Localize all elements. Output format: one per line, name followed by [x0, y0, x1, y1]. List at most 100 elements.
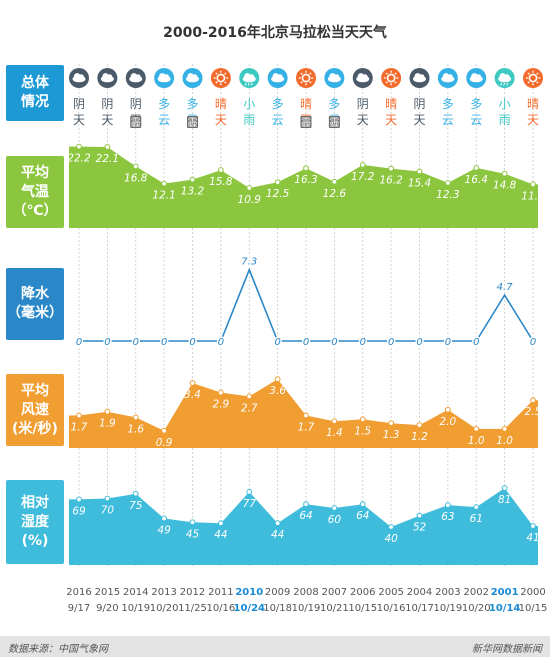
weather-text: 雨: [243, 113, 255, 127]
weather-text: 云: [158, 113, 170, 127]
humid-value-label: 75: [129, 500, 143, 512]
cloud-puff: [362, 74, 368, 80]
wind-value-label: 3.4: [184, 389, 201, 401]
cloud-puff: [442, 73, 450, 80]
rain-value-label: 7.3: [241, 257, 257, 268]
sun-ray: [385, 72, 388, 75]
rain-drop: [500, 82, 503, 86]
x-tick-year: 2013: [151, 587, 176, 598]
temp-point: [388, 165, 395, 172]
weather-text: 小: [499, 97, 511, 111]
sunny-icon: [381, 68, 402, 88]
sun-ray: [527, 81, 530, 84]
row-label-temperature: 平均 气温 （℃）: [6, 156, 64, 228]
sun-ray: [300, 81, 303, 84]
temp-value-label: 16.3: [294, 174, 317, 186]
temp-value-label: 22.1: [96, 153, 119, 165]
rain-drop: [250, 82, 253, 86]
x-tick-year: 2014: [123, 587, 148, 598]
cloud-puff: [419, 74, 425, 80]
wind-point: [217, 389, 224, 396]
sunny-icon: [296, 68, 316, 88]
weather-text: 天: [413, 113, 425, 127]
row-label-humidity: 相对 湿度 (%): [6, 480, 64, 564]
weather-text: 云: [272, 113, 284, 127]
humid-point: [416, 512, 423, 519]
temp-point: [161, 180, 168, 187]
haze-badge: [187, 116, 198, 128]
wind-point: [359, 416, 366, 423]
cloud-puff: [272, 73, 280, 80]
rain-value-label: 0: [445, 337, 451, 348]
row-label-line: 气温: [21, 183, 49, 200]
wind-value-label: 0.9: [156, 437, 173, 449]
cloudy-icon: [466, 68, 487, 88]
rain-value-label: 0: [331, 337, 337, 348]
x-tick-date: 10/15: [348, 603, 377, 614]
temp-value-label: 22.2: [67, 153, 91, 165]
weather-text: 天: [73, 113, 85, 127]
haze-badge: [300, 116, 312, 128]
x-tick-year: 2016: [66, 587, 91, 598]
weather-chart: 阴天阴天阴天霾多云多云霾晴天小雨多云晴天霾多云霾阴天晴天阴天多云多云小雨晴天22…: [66, 64, 547, 614]
rain-value-label: 0: [360, 337, 366, 348]
wind-value-label: 2.7: [241, 402, 258, 414]
haze-text: 霾: [301, 117, 311, 129]
rain-value-label: 0: [161, 337, 167, 348]
wind-point: [501, 425, 508, 432]
x-tick-year: 2007: [322, 587, 347, 598]
cloud-puff: [357, 73, 365, 80]
humid-point: [189, 519, 196, 526]
x-tick-year: 2001: [491, 587, 519, 598]
temp-point: [246, 185, 253, 191]
row-label-line: （毫米）: [7, 305, 63, 321]
cloud-puff: [78, 74, 84, 80]
sun-ray: [394, 72, 397, 75]
rain-value-label: 0: [76, 337, 82, 348]
footer: 数据来源：中国气象网 新华网数据新闻: [0, 636, 550, 657]
x-tick-date: 9/17: [68, 603, 90, 614]
row-label-line: 降水: [21, 286, 49, 302]
wind-value-label: 2.9: [213, 399, 230, 411]
x-tick-date: 10/16: [206, 603, 235, 614]
x-tick-year: 2010: [235, 587, 263, 598]
x-tick-year: 2006: [350, 587, 375, 598]
overcast-icon: [352, 68, 373, 88]
weather-text: 阴: [357, 97, 369, 111]
weather-text: 阴: [101, 97, 113, 111]
cloudy-icon: [182, 68, 203, 88]
weather-text: 阴: [73, 97, 85, 111]
cloud-puff: [102, 73, 109, 80]
humid-value-label: 60: [328, 514, 342, 526]
wind-value-label: 1.7: [298, 422, 315, 434]
humid-point: [444, 502, 451, 509]
weather-text: 小: [243, 97, 255, 111]
humid-value-label: 41: [526, 532, 539, 544]
humid-point: [274, 520, 281, 527]
weather-text: 云: [470, 113, 482, 127]
wind-point: [189, 380, 196, 386]
cloud-puff: [130, 73, 138, 80]
x-tick-year: 2002: [464, 587, 489, 598]
cloud-puff: [334, 74, 340, 80]
wind-area: [69, 379, 538, 448]
cloud-puff: [187, 73, 194, 80]
wind-value-label: 1.2: [411, 431, 428, 443]
cloud-puff: [192, 74, 198, 80]
temp-point: [501, 170, 508, 177]
rain-drop: [506, 82, 509, 86]
cloud-puff: [248, 74, 255, 80]
humid-value-label: 70: [101, 505, 115, 517]
overcast-icon: [409, 68, 430, 88]
humid-point: [161, 515, 168, 522]
sun-ray: [527, 72, 530, 75]
humid-value-label: 77: [243, 498, 257, 510]
row-label-precipitation: 降水 （毫米）: [6, 268, 64, 340]
rain-value-label: 0: [388, 337, 394, 348]
x-tick-year: 2003: [435, 587, 460, 598]
x-tick-year: 2009: [265, 587, 290, 598]
weather-text: 阴: [413, 97, 425, 111]
cloud-puff: [447, 74, 453, 80]
temp-point: [217, 167, 224, 173]
temp-value-label: 13.2: [181, 186, 205, 198]
